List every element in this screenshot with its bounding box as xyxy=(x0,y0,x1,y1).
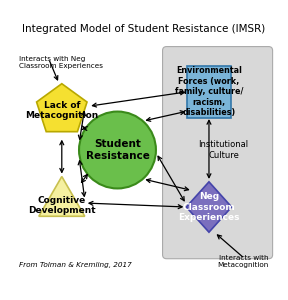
Text: Cognitive
Development: Cognitive Development xyxy=(28,196,96,215)
Text: Neg
Classroom
Experiences: Neg Classroom Experiences xyxy=(178,192,240,222)
Polygon shape xyxy=(37,84,87,132)
Text: From Tolman & Kremling, 2017: From Tolman & Kremling, 2017 xyxy=(19,262,132,268)
Text: Institutional
Culture: Institutional Culture xyxy=(198,140,249,160)
Polygon shape xyxy=(186,182,232,232)
FancyBboxPatch shape xyxy=(162,46,273,259)
Text: Lack of
Metacognition: Lack of Metacognition xyxy=(25,100,98,120)
FancyBboxPatch shape xyxy=(187,66,231,118)
Text: Environmental
Forces (work,
family, culture/
racism,
disabilities): Environmental Forces (work, family, cult… xyxy=(175,66,243,117)
Text: Integrated Model of Student Resistance (IMSR): Integrated Model of Student Resistance (… xyxy=(22,24,266,34)
Text: Student
Resistance: Student Resistance xyxy=(86,139,149,161)
Polygon shape xyxy=(39,176,85,216)
Text: Interacts with Neg
Classroom Experiences: Interacts with Neg Classroom Experiences xyxy=(19,56,103,69)
Circle shape xyxy=(79,112,156,188)
Text: Interacts with
Metacognition: Interacts with Metacognition xyxy=(217,255,269,268)
